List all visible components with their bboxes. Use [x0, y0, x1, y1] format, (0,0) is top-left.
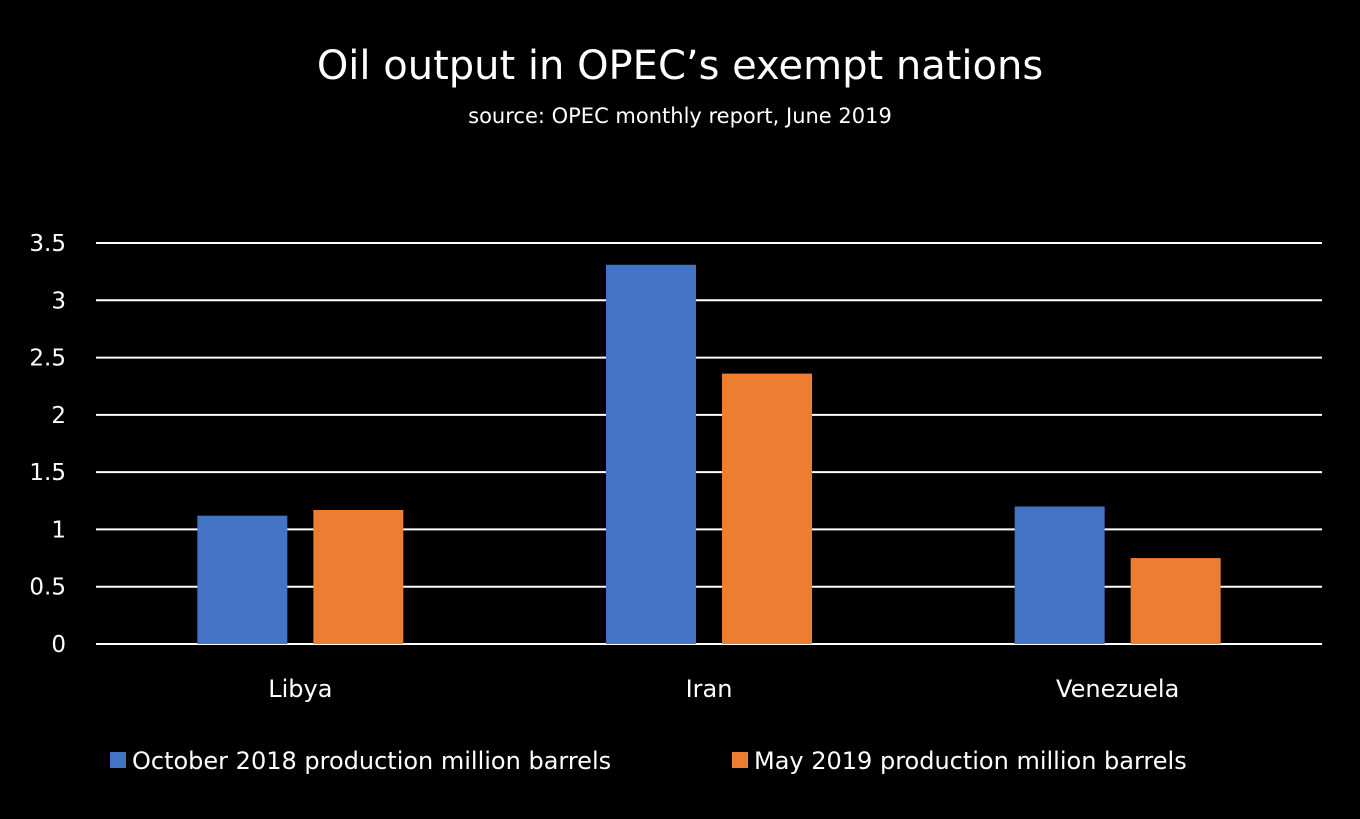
bars — [197, 264, 1221, 644]
x-category-label: Iran — [686, 675, 733, 703]
y-tick-label: 0 — [51, 632, 66, 658]
bar-iran-series-1 — [606, 264, 696, 644]
bar-libya-series-2 — [313, 509, 404, 644]
bar-venezuela-series-2 — [1130, 558, 1221, 644]
y-tick-label: 1.5 — [29, 460, 66, 486]
legend-swatch — [110, 752, 126, 768]
bar-iran-series-2 — [722, 373, 812, 644]
y-tick-label: 2.5 — [29, 346, 66, 372]
chart-title: Oil output in OPEC’s exempt nations — [317, 43, 1043, 89]
y-tick-label: 2 — [51, 403, 66, 429]
legend-swatch — [732, 752, 748, 768]
legend-label: October 2018 production million barrels — [132, 747, 611, 775]
legend: October 2018 production million barrels M… — [110, 747, 1187, 775]
y-axis-ticks: 0 0.5 1 1.5 2 2.5 3 3.5 — [29, 231, 66, 658]
y-tick-label: 3.5 — [29, 231, 66, 257]
x-axis-categories: Libya Iran Venezuela — [268, 675, 1179, 703]
chart-subtitle: source: OPEC monthly report, June 2019 — [468, 104, 892, 128]
x-category-label: Venezuela — [1056, 675, 1179, 703]
gridlines — [96, 242, 1322, 645]
x-category-label: Libya — [268, 675, 332, 703]
legend-label: May 2019 production million barrels — [754, 747, 1187, 775]
y-tick-label: 3 — [51, 288, 66, 314]
bar-libya-series-1 — [197, 515, 288, 644]
bar-venezuela-series-1 — [1014, 506, 1105, 644]
y-tick-label: 0.5 — [29, 575, 66, 601]
y-tick-label: 1 — [51, 517, 66, 543]
